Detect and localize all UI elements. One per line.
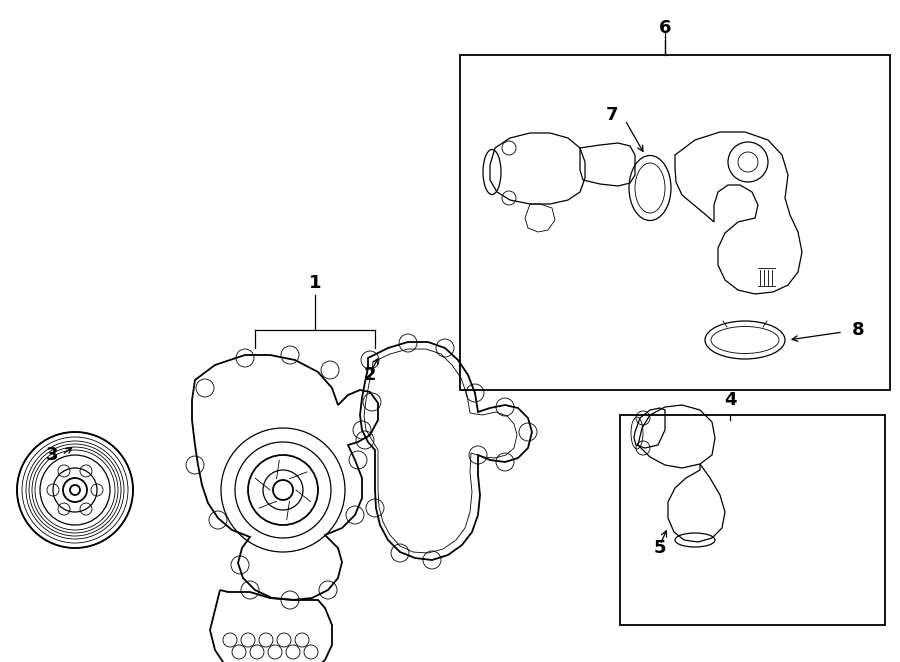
Text: 8: 8 (851, 321, 864, 339)
Bar (460, 55, 890, 390)
Text: 5: 5 (653, 539, 666, 557)
Bar (620, 415, 885, 625)
Text: 3: 3 (46, 446, 58, 464)
Text: 6: 6 (659, 19, 671, 37)
Text: 2: 2 (364, 366, 376, 384)
Text: 1: 1 (309, 274, 321, 292)
Text: 7: 7 (606, 106, 618, 124)
Text: 4: 4 (724, 391, 736, 409)
